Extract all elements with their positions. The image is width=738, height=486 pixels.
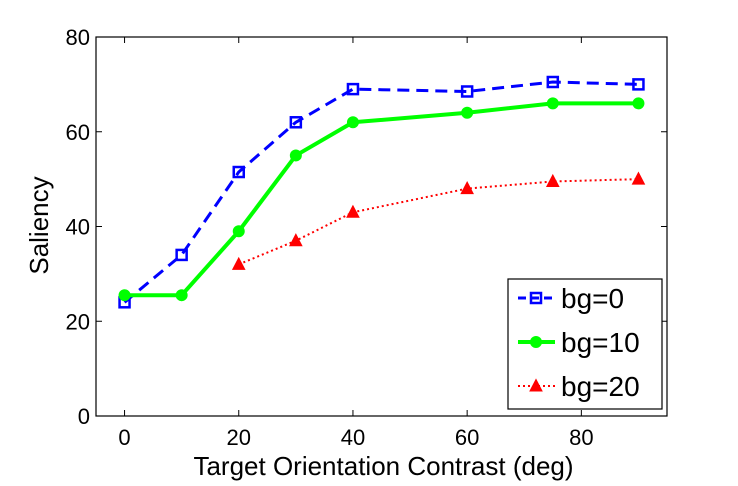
x-tick-label: 80 — [569, 425, 593, 450]
ticks-layer: 0 20 40 60 80 0 20 40 60 80 — [66, 25, 667, 450]
series-bg=20 — [231, 171, 646, 270]
legend-swatch-marker — [529, 291, 543, 305]
x-axis-label: Target Orientation Contrast (deg) — [193, 451, 573, 481]
legend-item: bg=0 — [518, 283, 624, 314]
data-point — [175, 289, 188, 302]
series-bg=0 — [118, 75, 645, 309]
data-point — [346, 204, 360, 218]
data-point — [289, 116, 303, 129]
data-point — [232, 225, 245, 238]
x-tick-label: 0 — [118, 425, 130, 450]
y-tick-label: 20 — [66, 309, 90, 334]
data-point — [289, 233, 303, 247]
data-point — [545, 173, 560, 187]
legend-item: bg=20 — [518, 371, 640, 402]
legend-label: bg=10 — [561, 327, 640, 358]
data-point — [231, 256, 246, 270]
data-point — [546, 97, 559, 110]
x-tick-label: 40 — [341, 425, 365, 450]
series-bg=10 — [118, 97, 645, 302]
data-point — [460, 181, 474, 195]
y-tick-label: 40 — [66, 215, 90, 240]
series-line — [238, 178, 639, 266]
data-point — [632, 97, 645, 110]
legend-swatch-marker — [529, 378, 543, 392]
data-point — [546, 75, 560, 89]
x-tick-label: 60 — [455, 425, 479, 450]
data-point — [631, 171, 646, 185]
legend-item: bg=10 — [518, 327, 640, 358]
data-point — [346, 82, 360, 96]
series-layer — [118, 75, 646, 309]
y-tick-label: 80 — [66, 25, 90, 50]
data-point — [289, 149, 302, 162]
legend-swatch-marker — [530, 336, 542, 348]
y-tick-label: 60 — [66, 120, 90, 145]
data-point — [632, 78, 645, 91]
series-line — [123, 80, 639, 304]
legend-label: bg=20 — [561, 371, 640, 402]
y-axis-label: Saliency — [24, 176, 54, 274]
y-tick-label: 0 — [78, 404, 90, 429]
data-point — [175, 248, 188, 262]
data-point — [346, 116, 359, 129]
data-point — [461, 106, 474, 119]
data-point — [460, 85, 474, 98]
data-point — [118, 289, 131, 302]
legend-label: bg=0 — [561, 283, 624, 314]
legend: bg=0 bg=10 bg=20 — [507, 278, 663, 410]
x-tick-label: 20 — [227, 425, 251, 450]
series-line — [124, 101, 639, 298]
data-point — [232, 165, 245, 179]
